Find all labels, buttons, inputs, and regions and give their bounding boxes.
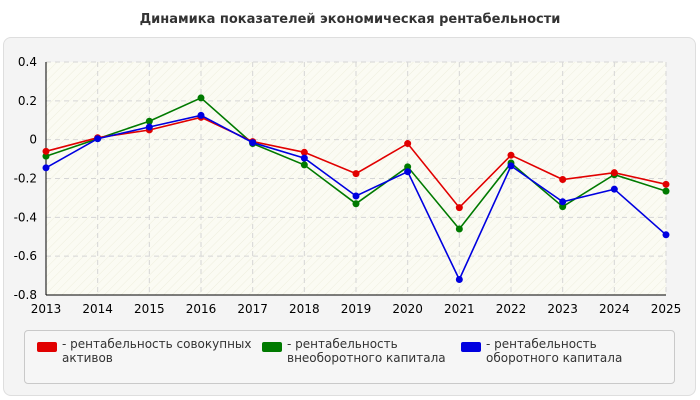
y-tick-label: 0.2 bbox=[18, 94, 37, 108]
data-point-1-6 bbox=[352, 200, 360, 208]
y-tick-label: -0.6 bbox=[14, 249, 37, 263]
x-tick-label: 2018 bbox=[289, 302, 320, 316]
data-point-2-10 bbox=[559, 198, 567, 206]
data-point-0-9 bbox=[507, 151, 515, 159]
data-point-0-6 bbox=[352, 170, 360, 178]
legend-label-fixed-capital: - рентабельность внеоборотного капитала bbox=[287, 337, 446, 365]
data-point-2-4 bbox=[249, 139, 257, 147]
y-tick-label: -0.4 bbox=[14, 210, 37, 224]
data-point-2-5 bbox=[300, 154, 308, 162]
x-tick-label: 2020 bbox=[392, 302, 423, 316]
data-point-0-0 bbox=[42, 147, 50, 155]
data-point-2-2 bbox=[145, 123, 153, 131]
chart-title: Динамика показателей экономическая рента… bbox=[139, 12, 561, 27]
data-point-2-11 bbox=[610, 185, 618, 193]
data-point-0-11 bbox=[610, 169, 618, 177]
data-point-1-8 bbox=[455, 225, 463, 233]
data-point-2-0 bbox=[42, 164, 50, 172]
data-point-0-8 bbox=[455, 204, 463, 212]
legend-swatch-working-capital bbox=[461, 342, 481, 352]
data-point-0-7 bbox=[404, 140, 412, 148]
data-point-2-8 bbox=[455, 275, 463, 283]
data-point-1-10 bbox=[559, 203, 567, 211]
chart-legend: - рентабельность совокупных активов - ре… bbox=[24, 330, 675, 384]
y-tick-label: -0.2 bbox=[14, 172, 37, 186]
y-tick-label: -0.8 bbox=[14, 288, 37, 302]
data-point-1-5 bbox=[300, 161, 308, 169]
data-point-1-7 bbox=[404, 163, 412, 171]
x-tick-label: 2017 bbox=[237, 302, 268, 316]
x-tick-label: 2024 bbox=[599, 302, 630, 316]
x-tick-label: 2013 bbox=[31, 302, 62, 316]
data-point-1-3 bbox=[197, 94, 205, 102]
data-point-0-12 bbox=[662, 180, 670, 188]
legend-swatch-fixed-capital bbox=[262, 342, 282, 352]
x-tick-label: 2023 bbox=[547, 302, 578, 316]
data-point-1-0 bbox=[42, 152, 50, 160]
x-tick-label: 2014 bbox=[82, 302, 113, 316]
x-tick-label: 2016 bbox=[186, 302, 217, 316]
legend-label-working-capital: - рентабельность оборотного капитала bbox=[486, 337, 623, 365]
data-point-1-2 bbox=[145, 117, 153, 125]
data-point-0-5 bbox=[300, 148, 308, 156]
data-point-2-7 bbox=[404, 168, 412, 176]
x-tick-label: 2021 bbox=[444, 302, 475, 316]
y-tick-label: 0 bbox=[29, 133, 37, 147]
data-point-2-9 bbox=[507, 162, 515, 170]
legend-label-assets: - рентабельность совокупных активов bbox=[62, 337, 252, 365]
legend-swatch-assets bbox=[37, 342, 57, 352]
data-point-2-12 bbox=[662, 231, 670, 239]
x-tick-label: 2022 bbox=[496, 302, 527, 316]
data-point-2-6 bbox=[352, 192, 360, 200]
y-tick-label: 0.4 bbox=[18, 55, 37, 69]
x-tick-label: 2025 bbox=[651, 302, 682, 316]
x-tick-label: 2015 bbox=[134, 302, 165, 316]
x-tick-label: 2019 bbox=[341, 302, 372, 316]
data-point-0-10 bbox=[559, 175, 567, 183]
data-point-2-1 bbox=[94, 135, 102, 143]
data-point-2-3 bbox=[197, 111, 205, 119]
data-point-1-12 bbox=[662, 187, 670, 195]
